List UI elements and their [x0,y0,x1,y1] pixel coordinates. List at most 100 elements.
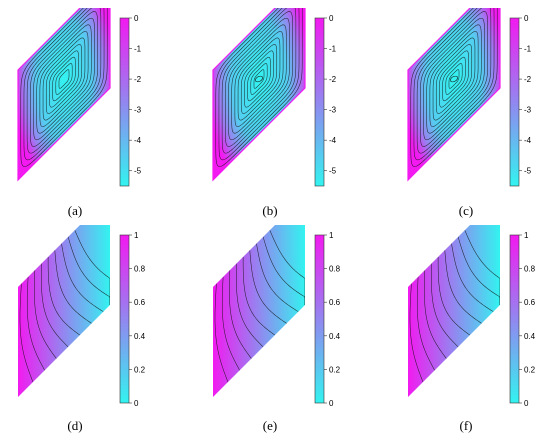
panel-c-plot: 0 -1 -2 -3 -4 -5 [407,8,532,187]
temperature-field [18,225,110,397]
colorbar-tick-label: 0 [524,399,529,408]
isotherm-line [229,270,252,359]
panel-b: 0 -1 -2 -3 -4 -5 [205,8,355,203]
isotherm-line [431,263,459,348]
cavity-border [407,8,501,182]
colorbar-tick-label: 0 [329,14,334,23]
contour-line [20,8,108,167]
contour-line [237,37,281,121]
isotherm-line [34,270,57,359]
colorbar-tick-label: -1 [524,45,532,54]
colorbar-tick-label: -4 [134,136,142,145]
panel-d-plot: 1 0.8 0.6 0.4 0.2 0 [18,225,146,408]
colorbar-tick-label: -4 [329,136,337,145]
colorbar-tick-label: -2 [134,75,142,84]
cavity-border [17,8,111,182]
colorbar-tick-label: 0 [134,399,139,408]
isotherm-line [47,256,81,336]
contour-line [228,17,290,141]
panel-f: 1 0.8 0.6 0.4 0.2 0 [400,225,550,420]
contour-line [26,8,102,154]
colorbar-tick-label: 0.8 [329,265,341,274]
isotherm-line [67,236,110,305]
colorbar-tick-label: 0.6 [329,298,341,307]
colorbar-tick-label: 0.2 [329,365,341,374]
caption-e: (e) [262,418,278,433]
isotherm-line [424,270,447,359]
isotherm-line [262,236,305,305]
temperature-field [408,225,500,397]
contour-line [426,24,482,134]
caption-b: (b) [262,203,278,218]
colorbar [509,17,520,187]
colorbar-tick-label: 0 [329,399,334,408]
colorbar-tick-label: 0.4 [524,332,536,341]
isotherm-line [221,276,240,371]
colorbar-tick-label: 0.2 [524,365,536,374]
isotherm-line [457,236,500,305]
contour-line [240,44,278,114]
contour-line [445,63,463,95]
caption-d: (d) [67,418,83,433]
isotherm-line [61,243,104,312]
streamfunction-field [213,8,305,180]
colorbar [314,17,325,187]
colorbar-tick-label: 1 [134,231,139,240]
streamfunction-field [408,8,500,180]
colorbar-tick-label: -3 [524,106,532,115]
isotherm-line [249,250,287,324]
colorbar-tick-label: 0.6 [134,298,146,307]
isotherm-line [19,283,34,383]
colorbar [509,234,520,404]
contour-line [420,11,488,147]
panel-d: 1 0.8 0.6 0.4 0.2 0 [10,225,160,420]
colorbar-tick-label: 0.6 [524,298,536,307]
contour-line [49,50,79,108]
isotherm-line [54,250,92,324]
contour-line [45,44,83,114]
colorbar-tick-label: 0 [134,14,139,23]
streamfunction-field [18,8,110,180]
isotherm-line [437,256,471,336]
isotherm-line [74,230,110,305]
panel-a-plot: 0 -1 -2 -3 -4 -5 [17,8,142,187]
core-contour [450,75,458,83]
contour-line [448,69,460,89]
isotherm-line [444,250,482,324]
isotherm-line [214,283,229,383]
colorbar-tick-label: -2 [524,75,532,84]
contour-line [215,8,303,167]
colorbar-tick-label: -1 [134,45,142,54]
isotherm-line [26,276,45,371]
contour-line [225,11,293,147]
contour-line [247,56,271,102]
contour-line [218,8,300,161]
contour-line [250,63,268,95]
colorbar-tick-label: -3 [134,106,142,115]
colorbar-tick-label: -5 [524,167,532,176]
panel-c: 0 -1 -2 -3 -4 -5 [400,8,550,203]
contour-line [416,8,492,154]
contour-line [30,11,98,147]
colorbar-tick-label: -1 [329,45,337,54]
colorbar-tick-label: -5 [134,167,142,176]
colorbar-tick-label: 0.8 [524,265,536,274]
contour-line [253,69,265,89]
colorbar-tick-label: 0 [524,14,529,23]
colorbar-tick-label: -5 [329,167,337,176]
isotherm-line [41,263,69,348]
contour-line [432,37,476,121]
contour-line [231,24,287,134]
panel-e-plot: 1 0.8 0.6 0.4 0.2 0 [213,225,341,408]
colorbar-tick-label: -3 [329,106,337,115]
isotherm-line [464,230,500,305]
colorbar-tick-label: 0.4 [134,332,146,341]
temperature-field [213,225,305,397]
colorbar [314,234,325,404]
colorbar [119,17,130,187]
isotherm-line [256,243,299,312]
contour-line [52,56,76,102]
isotherm-line [416,276,435,371]
isotherm-line [451,243,494,312]
contour-line [36,24,92,134]
